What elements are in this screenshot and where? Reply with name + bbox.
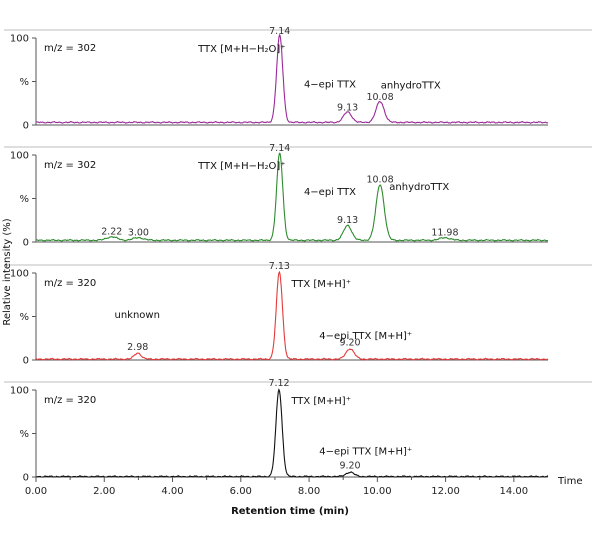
peak-label: 9.13 [337, 215, 358, 226]
peak-label: 2.22 [101, 227, 122, 238]
peak-label: 9.20 [339, 461, 360, 472]
peak-label: 10.08 [366, 174, 393, 185]
mz-label: m/z = 320 [44, 395, 96, 406]
compound-annotation: 4−epi TTX [304, 80, 356, 91]
peak-label: 7.14 [269, 143, 290, 154]
peak-label: 3.00 [128, 227, 149, 238]
y-tick-label: 0 [23, 121, 29, 132]
y-tick-label: 100 [10, 34, 29, 45]
compound-annotation: TTX [M+H−H₂O]⁺ [197, 44, 285, 55]
y-tick-label: % [19, 194, 29, 205]
compound-annotation: 4−epi TTX [304, 187, 356, 198]
y-tick-label: 100 [10, 151, 29, 162]
mz-label: m/z = 302 [44, 160, 96, 171]
compound-annotation: anhydroTTX [389, 182, 449, 193]
y-tick-label: 100 [10, 269, 29, 280]
chromatogram-trace [35, 33, 549, 124]
x-axis-unit-label: Time [557, 476, 582, 487]
x-tick-label: 14.00 [500, 486, 529, 497]
chromatogram-panel: 0% 100 m/z = 302 7.14 9.13 10.08 TTX [M+H−H₂O]… [4, 26, 592, 132]
chromatogram-panel: 0% 100 m/z = 320 7.12 9.20 TTX [M+H]⁺ 4−epi TT… [4, 378, 592, 484]
x-tick-label: 0.00 [25, 486, 47, 497]
x-tick-label: 2.00 [93, 486, 115, 497]
y-tick-label: 0 [23, 356, 29, 367]
chromatogram-panel: 0% 100 m/z = 302 2.22 3.00 7.14 9.13 10.08 11.98… [4, 143, 592, 249]
y-tick-label: % [19, 429, 29, 440]
y-axis-title: Relative intensity (%) [2, 218, 13, 325]
compound-annotation: 4−epi TTX [M+H]⁺ [319, 446, 412, 457]
x-tick-label: 4.00 [161, 486, 183, 497]
mz-label: m/z = 320 [44, 278, 96, 289]
peak-label: 11.98 [431, 227, 458, 238]
y-tick-label: 0 [23, 473, 29, 484]
y-tick-label: % [19, 312, 29, 323]
y-tick-label: 0 [23, 238, 29, 249]
peak-label: 7.13 [269, 261, 290, 272]
mz-label: m/z = 302 [44, 43, 96, 54]
chromatogram-trace [35, 270, 549, 361]
peak-label: 9.13 [337, 103, 358, 114]
chromatogram-trace [35, 388, 549, 478]
compound-annotation: TTX [M+H−H₂O]⁺ [197, 161, 285, 172]
peak-label: 10.08 [366, 92, 393, 103]
peak-label: 7.14 [269, 26, 290, 37]
compound-annotation: TTX [M+H]⁺ [290, 279, 351, 290]
x-tick-label: 6.00 [230, 486, 252, 497]
panels-layer: 0% 100 m/z = 302 7.14 9.13 10.08 TTX [M+H−H₂O]… [4, 26, 592, 484]
peak-label: 7.12 [268, 378, 289, 389]
y-tick-label: % [19, 77, 29, 88]
x-tick-label: 10.00 [363, 486, 392, 497]
chromatogram-panel: 0% 100 m/z = 320 2.98 7.13 9.20 TTX [M+H]⁺ unkn… [4, 261, 592, 367]
compound-annotation: anhydroTTX [381, 80, 441, 91]
peak-label: 9.20 [339, 338, 360, 349]
x-axis: 0.00 2.00 4.00 6.00 8.00 10.00 12.00 14.00 [25, 477, 528, 497]
compound-annotation: TTX [M+H]⁺ [290, 396, 351, 407]
peak-label: 2.98 [127, 342, 148, 353]
x-tick-label: 12.00 [431, 486, 460, 497]
compound-annotation: 4−epi TTX [M+H]⁺ [319, 331, 412, 342]
x-axis-title: Retention time (min) [231, 506, 349, 517]
chromatogram-trace [35, 152, 549, 242]
compound-annotation: unknown [115, 310, 160, 321]
y-tick-label: 100 [10, 386, 29, 397]
x-tick-label: 8.00 [298, 486, 320, 497]
